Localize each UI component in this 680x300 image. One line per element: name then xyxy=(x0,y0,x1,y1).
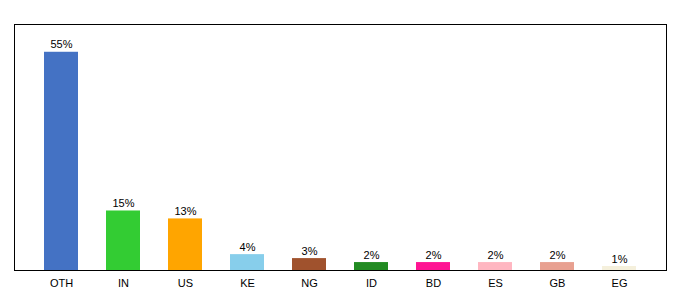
svg-text:13%: 13% xyxy=(174,205,196,217)
svg-text:NG: NG xyxy=(301,277,318,289)
svg-text:15%: 15% xyxy=(112,197,134,209)
svg-text:55%: 55% xyxy=(50,38,72,50)
svg-text:US: US xyxy=(178,277,193,289)
svg-text:2%: 2% xyxy=(364,249,380,261)
svg-text:3%: 3% xyxy=(302,245,318,257)
svg-text:BD: BD xyxy=(426,277,441,289)
svg-text:2%: 2% xyxy=(488,249,504,261)
svg-text:EG: EG xyxy=(612,277,628,289)
svg-text:IN: IN xyxy=(118,277,129,289)
svg-text:ID: ID xyxy=(366,277,377,289)
svg-text:4%: 4% xyxy=(240,241,256,253)
svg-text:1%: 1% xyxy=(612,253,628,265)
svg-text:2%: 2% xyxy=(550,249,566,261)
svg-text:GB: GB xyxy=(550,277,566,289)
svg-text:OTH: OTH xyxy=(50,277,73,289)
svg-text:KE: KE xyxy=(240,277,255,289)
svg-text:2%: 2% xyxy=(426,249,442,261)
svg-text:ES: ES xyxy=(488,277,503,289)
